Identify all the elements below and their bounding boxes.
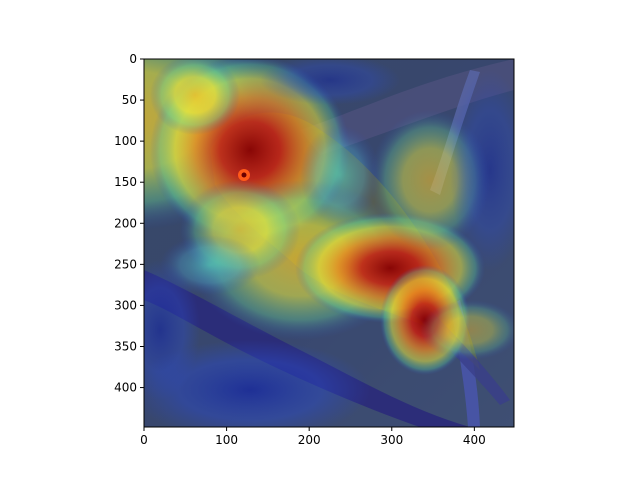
x-tick-label: 400: [463, 433, 486, 447]
y-tick-label: 300: [114, 298, 137, 312]
y-tick-label: 250: [114, 257, 137, 271]
y-tick-label: 400: [114, 381, 137, 395]
y-tick-label: 100: [114, 134, 137, 148]
y-tick-label: 0: [129, 52, 137, 66]
x-tick-label: 100: [215, 433, 238, 447]
x-tick-label: 200: [298, 433, 321, 447]
y-tick-label: 50: [122, 93, 137, 107]
x-axis: 0 100 200 300 400: [140, 427, 486, 447]
y-tick-label: 200: [114, 216, 137, 230]
y-axis: 0 50 100 150 200 250 300 350 400: [114, 52, 144, 395]
y-tick-label: 350: [114, 340, 137, 354]
x-tick-label: 300: [380, 433, 403, 447]
x-tick-label: 0: [140, 433, 148, 447]
heatmap-image: [144, 59, 514, 427]
y-tick-label: 150: [114, 175, 137, 189]
axes-frame: [143, 58, 515, 428]
